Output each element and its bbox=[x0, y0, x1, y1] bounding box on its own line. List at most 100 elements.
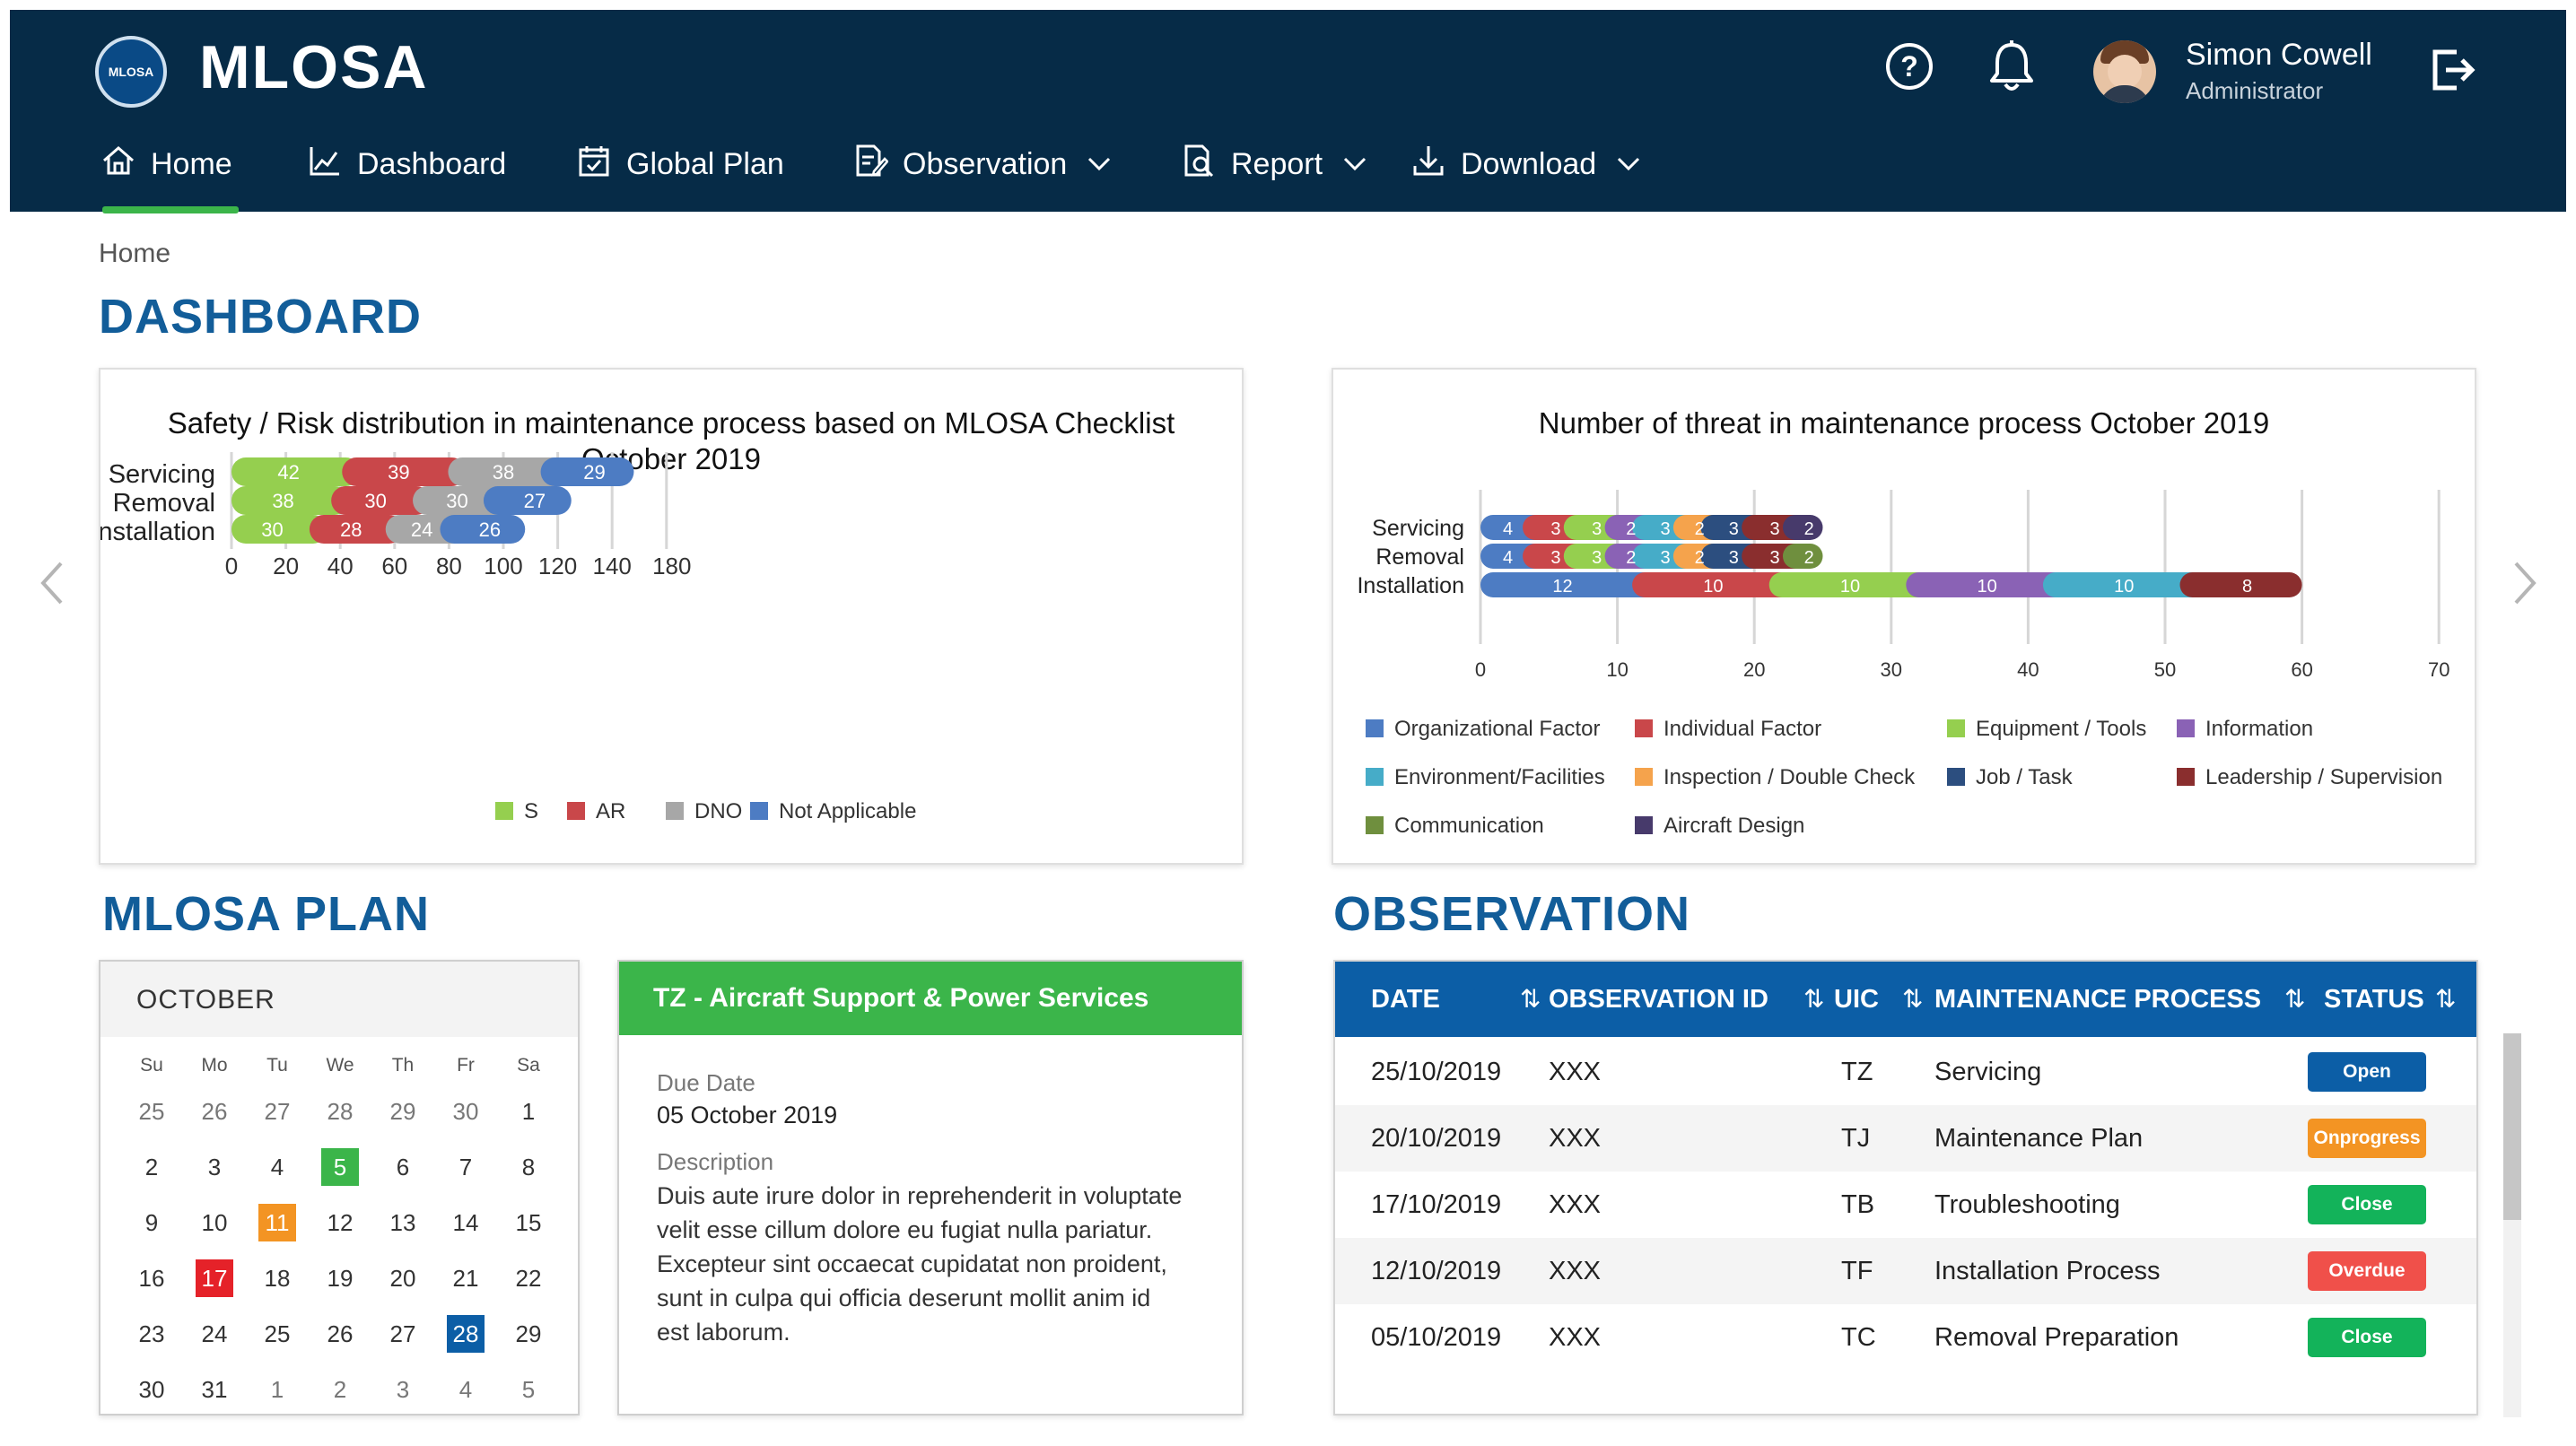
calendar-day-highlighted[interactable]: 17 bbox=[183, 1250, 246, 1306]
status-badge[interactable]: Onprogress bbox=[2308, 1119, 2426, 1158]
bar-segment[interactable] bbox=[2180, 572, 2302, 597]
column-status[interactable]: STATUS bbox=[2324, 962, 2424, 1037]
bell-icon[interactable] bbox=[1988, 39, 2035, 101]
calendar-day[interactable]: 2 bbox=[309, 1362, 371, 1417]
sort-icon[interactable]: ⇅ bbox=[1891, 962, 1923, 1037]
calendar-day[interactable]: 8 bbox=[497, 1139, 560, 1195]
calendar-day-highlighted[interactable]: 28 bbox=[434, 1306, 497, 1362]
user-name[interactable]: Simon Cowell bbox=[2186, 38, 2372, 73]
bar-segment[interactable] bbox=[1783, 515, 1823, 540]
description-line: Excepteur sint occaecat cupidatat non pr… bbox=[657, 1247, 1182, 1281]
avatar[interactable] bbox=[2093, 40, 2156, 103]
bar-segment[interactable] bbox=[1783, 544, 1823, 569]
calendar-day[interactable]: 28 bbox=[309, 1084, 371, 1139]
nav-download[interactable]: Download bbox=[1409, 144, 1641, 185]
calendar-day[interactable]: 21 bbox=[434, 1250, 497, 1306]
calendar-day[interactable]: 12 bbox=[309, 1195, 371, 1250]
calendar-day[interactable]: 25 bbox=[120, 1084, 183, 1139]
calendar-day[interactable]: 10 bbox=[183, 1195, 246, 1250]
calendar-day-highlighted[interactable]: 11 bbox=[246, 1195, 309, 1250]
cell-process: Removal Preparation bbox=[1934, 1304, 2179, 1371]
calendar-day[interactable]: 20 bbox=[371, 1250, 434, 1306]
legend-label: Information bbox=[2205, 717, 2313, 741]
calendar-day[interactable]: 19 bbox=[309, 1250, 371, 1306]
calendar-day[interactable]: 23 bbox=[120, 1306, 183, 1362]
nav-report[interactable]: Report bbox=[1179, 144, 1367, 185]
sort-icon[interactable]: ⇅ bbox=[1509, 962, 1541, 1037]
calendar-day[interactable]: 30 bbox=[434, 1084, 497, 1139]
calendar-day[interactable]: 26 bbox=[183, 1084, 246, 1139]
breadcrumb[interactable]: Home bbox=[99, 239, 170, 269]
legend-swatch bbox=[1947, 719, 1965, 737]
column-uic[interactable]: UIC bbox=[1834, 962, 1879, 1037]
calendar-day[interactable]: 26 bbox=[309, 1306, 371, 1362]
calendar-day-highlighted[interactable]: 5 bbox=[309, 1139, 371, 1195]
calendar-day[interactable]: 27 bbox=[246, 1084, 309, 1139]
calendar-day[interactable]: 14 bbox=[434, 1195, 497, 1250]
table-row[interactable]: 17/10/2019 XXX TB Troubleshooting Close bbox=[1335, 1172, 2478, 1238]
calendar-day[interactable]: 13 bbox=[371, 1195, 434, 1250]
calendar-day[interactable]: 25 bbox=[246, 1306, 309, 1362]
table-row[interactable]: 20/10/2019 XXX TJ Maintenance Plan Onprogres… bbox=[1335, 1105, 2478, 1172]
sort-icon[interactable]: ⇅ bbox=[2424, 962, 2456, 1037]
status-badge[interactable]: Overdue bbox=[2308, 1251, 2426, 1291]
calendar-day[interactable]: 3 bbox=[183, 1139, 246, 1195]
description-line: est laborum. bbox=[657, 1315, 1182, 1349]
user-role: Administrator bbox=[2186, 77, 2323, 105]
calendar-day[interactable]: 5 bbox=[497, 1362, 560, 1417]
bar-value-label: 27 bbox=[524, 490, 546, 512]
table-scrollbar-thumb[interactable] bbox=[2503, 1033, 2521, 1220]
dashboard-title: DASHBOARD bbox=[99, 289, 422, 344]
calendar-day[interactable]: 29 bbox=[371, 1084, 434, 1139]
status-badge[interactable]: Close bbox=[2308, 1318, 2426, 1357]
bar-value-label: 4 bbox=[1503, 519, 1513, 539]
x-tick-label: 180 bbox=[652, 553, 691, 579]
legend-swatch bbox=[2177, 768, 2195, 786]
calendar-day[interactable]: 2 bbox=[120, 1139, 183, 1195]
calendar-day[interactable]: 9 bbox=[120, 1195, 183, 1250]
calendar-day[interactable]: 4 bbox=[246, 1139, 309, 1195]
status-badge[interactable]: Close bbox=[2308, 1185, 2426, 1224]
calendar-day[interactable]: 4 bbox=[434, 1362, 497, 1417]
calendar-day[interactable]: 7 bbox=[434, 1139, 497, 1195]
calendar-day[interactable]: 22 bbox=[497, 1250, 560, 1306]
calendar-day[interactable]: 30 bbox=[120, 1362, 183, 1417]
column-observation-id[interactable]: OBSERVATION ID bbox=[1549, 962, 1768, 1037]
description-label: Description bbox=[657, 1148, 773, 1176]
nav-dashboard[interactable]: Dashboard bbox=[305, 144, 506, 185]
calendar-day[interactable]: 16 bbox=[120, 1250, 183, 1306]
sort-icon[interactable]: ⇅ bbox=[1793, 962, 1824, 1037]
calendar-day[interactable]: 29 bbox=[497, 1306, 560, 1362]
calendar-day[interactable]: 1 bbox=[246, 1362, 309, 1417]
y-category-label: Servicing bbox=[1372, 516, 1464, 541]
nav-home[interactable]: Home bbox=[99, 144, 232, 185]
cell-date: 12/10/2019 bbox=[1371, 1238, 1501, 1304]
column-date[interactable]: DATE bbox=[1371, 962, 1440, 1037]
mlosa-logo[interactable]: MLOSA bbox=[95, 36, 167, 108]
calendar-grid: Su Mo Tu We Th Fr Sa 25 26 27 28 29 30 1 2 3 4 5 6 7 8 9 10 11 1… bbox=[120, 1048, 560, 1417]
bar-value-label: 3 bbox=[1550, 548, 1560, 568]
calendar-day[interactable]: 18 bbox=[246, 1250, 309, 1306]
column-maintenance-process[interactable]: MAINTENANCE PROCESS bbox=[1934, 962, 2261, 1037]
help-circle-icon[interactable]: ? bbox=[1884, 41, 1934, 100]
calendar-day[interactable]: 31 bbox=[183, 1362, 246, 1417]
nav-observation[interactable]: Observation bbox=[851, 144, 1112, 185]
table-row[interactable]: 12/10/2019 XXX TF Installation Process Overd… bbox=[1335, 1238, 2478, 1304]
calendar-day[interactable]: 3 bbox=[371, 1362, 434, 1417]
plan-title: MLOSA PLAN bbox=[102, 886, 430, 942]
sort-icon[interactable]: ⇅ bbox=[2274, 962, 2305, 1037]
calendar-day[interactable]: 6 bbox=[371, 1139, 434, 1195]
calendar-day[interactable]: 27 bbox=[371, 1306, 434, 1362]
plan-detail-title[interactable]: TZ - Aircraft Support & Power Services bbox=[619, 962, 1242, 1035]
table-row[interactable]: 25/10/2019 XXX TZ Servicing Open bbox=[1335, 1039, 2478, 1105]
calendar-day[interactable]: 15 bbox=[497, 1195, 560, 1250]
calendar-day[interactable]: 1 bbox=[497, 1084, 560, 1139]
nav-global-plan[interactable]: Global Plan bbox=[574, 144, 784, 185]
table-row[interactable]: 05/10/2019 XXX TC Removal Preparation Close bbox=[1335, 1304, 2478, 1371]
calendar-day[interactable]: 24 bbox=[183, 1306, 246, 1362]
bar-value-label: 30 bbox=[446, 490, 467, 512]
status-badge[interactable]: Open bbox=[2308, 1052, 2426, 1092]
chevron-left-icon[interactable] bbox=[36, 556, 68, 623]
chevron-right-icon[interactable] bbox=[2509, 556, 2541, 623]
logout-icon[interactable] bbox=[2430, 47, 2476, 98]
